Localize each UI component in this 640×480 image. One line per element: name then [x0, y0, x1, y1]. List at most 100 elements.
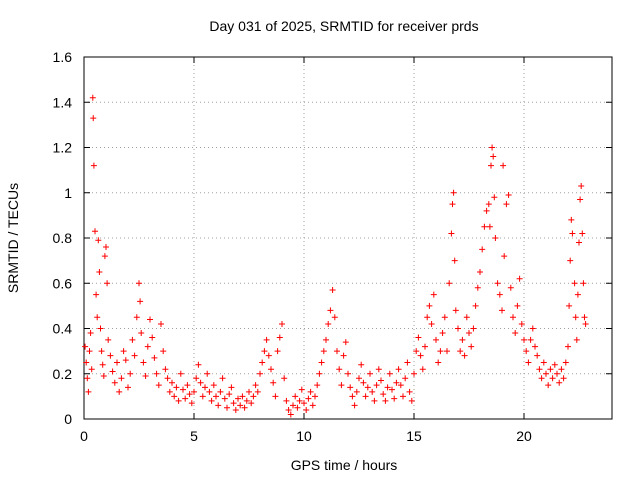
- data-point: [100, 373, 107, 380]
- data-point: [439, 330, 446, 337]
- data-point: [496, 291, 503, 298]
- data-point: [534, 352, 541, 359]
- y-tick-label: 0.4: [53, 321, 73, 337]
- data-point: [177, 370, 184, 377]
- x-tick-label: 10: [296, 428, 312, 444]
- data-point: [549, 375, 556, 382]
- x-tick-label: 15: [406, 428, 422, 444]
- data-point: [451, 257, 458, 264]
- x-tick-label: 5: [190, 428, 198, 444]
- data-point: [147, 316, 153, 323]
- data-point: [305, 395, 312, 402]
- data-point: [237, 402, 244, 409]
- data-point: [356, 375, 362, 382]
- data-point: [164, 375, 171, 382]
- y-tick-label: 0.6: [53, 275, 73, 291]
- data-point: [386, 370, 393, 377]
- data-point: [449, 201, 456, 208]
- data-point: [481, 223, 488, 230]
- data-point: [470, 325, 477, 332]
- data-point: [283, 397, 290, 404]
- data-point: [85, 388, 92, 395]
- data-point: [543, 370, 549, 377]
- data-point: [96, 268, 103, 275]
- data-point: [307, 388, 314, 395]
- data-point: [417, 352, 424, 359]
- data-point: [184, 382, 191, 389]
- data-point: [175, 397, 182, 404]
- data-point: [373, 382, 380, 389]
- data-point: [199, 393, 206, 400]
- data-point: [512, 330, 519, 337]
- data-point: [279, 320, 285, 327]
- data-point: [380, 391, 387, 398]
- data-point: [411, 370, 417, 377]
- data-point: [144, 343, 151, 350]
- data-point: [400, 393, 406, 400]
- data-point: [488, 162, 494, 169]
- data-point: [577, 196, 584, 203]
- data-point: [261, 348, 268, 355]
- data-point: [479, 246, 486, 253]
- data-point: [545, 382, 552, 389]
- data-point: [437, 348, 444, 355]
- data-point: [384, 384, 391, 391]
- data-point: [391, 395, 398, 402]
- data-point: [507, 284, 514, 291]
- data-point: [375, 366, 382, 373]
- axis-ticks: 0 5 10 15 20 0 0.2 0.4 0.6 0.8 1 1.2 1.4 1.6: [53, 49, 612, 444]
- data-point: [274, 348, 281, 355]
- data-point: [336, 366, 343, 373]
- data-point: [466, 330, 472, 337]
- data-point: [142, 373, 149, 380]
- data-point: [294, 404, 301, 411]
- data-point: [127, 370, 134, 377]
- data-point: [186, 391, 193, 398]
- data-point: [193, 375, 200, 382]
- data-point: [90, 162, 97, 169]
- data-point: [287, 411, 294, 418]
- data-point: [369, 388, 376, 395]
- data-point: [90, 115, 97, 122]
- data-point: [581, 314, 588, 321]
- data-point: [129, 336, 136, 343]
- data-point: [536, 366, 543, 373]
- data-point: [572, 314, 579, 321]
- y-tick-label: 0: [64, 411, 72, 427]
- data-point: [558, 366, 565, 373]
- data-point: [415, 334, 422, 341]
- data-point: [477, 268, 483, 275]
- data-point: [204, 370, 211, 377]
- data-point: [93, 291, 100, 298]
- data-point: [188, 400, 195, 407]
- data-point: [483, 207, 490, 214]
- x-tick-label: 0: [80, 428, 88, 444]
- data-point: [367, 370, 373, 377]
- data-point: [459, 336, 466, 343]
- data-point: [444, 348, 450, 355]
- data-point: [345, 370, 351, 377]
- data-point: [103, 244, 109, 251]
- data-point: [285, 406, 292, 413]
- y-tick-label: 1: [64, 185, 72, 201]
- data-point: [298, 386, 305, 393]
- data-point: [578, 182, 585, 189]
- data-point: [257, 370, 263, 377]
- data-point: [248, 400, 255, 407]
- data-point: [382, 397, 389, 404]
- y-tick-label: 1.4: [53, 94, 73, 110]
- data-point: [494, 280, 501, 287]
- data-point: [556, 379, 563, 386]
- x-axis-label: GPS time / hours: [291, 457, 398, 473]
- data-point: [173, 384, 180, 391]
- data-point: [402, 375, 409, 382]
- data-point: [516, 275, 523, 282]
- data-point: [162, 366, 169, 373]
- data-point: [491, 194, 498, 201]
- data-point: [582, 320, 589, 327]
- data-point: [318, 359, 325, 366]
- data-point: [101, 253, 108, 260]
- data-point: [428, 320, 435, 327]
- data-point: [83, 359, 90, 366]
- data-point: [340, 352, 347, 359]
